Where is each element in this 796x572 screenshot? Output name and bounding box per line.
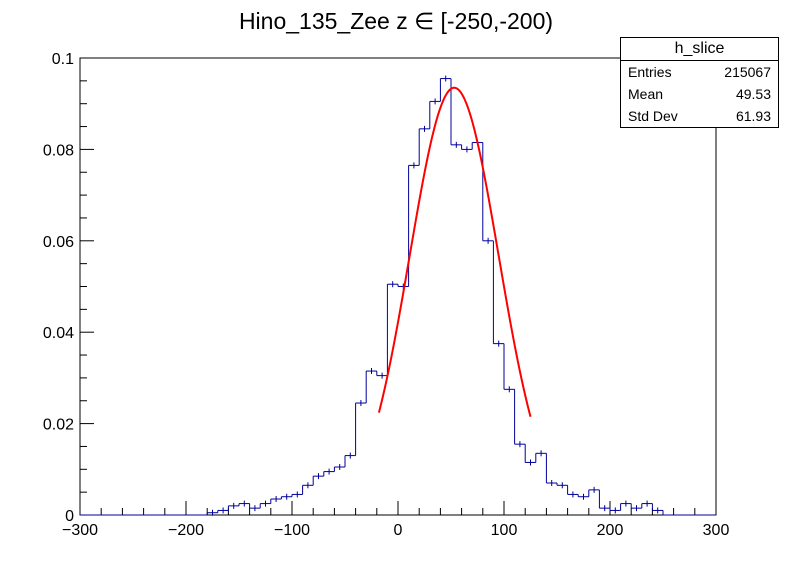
stats-row-stddev: Std Dev 61.93 — [621, 105, 778, 127]
stats-row-mean: Mean 49.53 — [621, 83, 778, 105]
x-tick-label: −300 — [62, 522, 98, 539]
chart-title: Hino_135_Zee z ∈ [-250,-200) — [239, 8, 553, 34]
y-tick-label: 0.02 — [43, 417, 74, 434]
stats-box: h_slice Entries 215067 Mean 49.53 Std De… — [620, 37, 779, 128]
x-tick-label: −200 — [168, 522, 204, 539]
stats-title: h_slice — [621, 38, 778, 61]
histogram-bars — [80, 75, 716, 516]
gaussian-fit — [377, 86, 532, 417]
y-tick-label: 0.08 — [43, 142, 74, 159]
stats-label: Std Dev — [628, 108, 678, 124]
x-tick-label: 0 — [394, 522, 403, 539]
fit-curve — [377, 86, 532, 417]
x-tick-label: 200 — [597, 522, 624, 539]
stats-label: Entries — [628, 64, 672, 80]
y-tick-label: 0.1 — [52, 51, 74, 68]
x-tick-label: −100 — [274, 522, 310, 539]
axes: −300 −200 −100 0 100 200 300 0 0.02 0.04 0.06 0.08 0… — [43, 51, 730, 539]
stats-value: 61.93 — [735, 108, 771, 124]
stats-value: 49.53 — [735, 86, 771, 102]
stats-value: 215067 — [724, 64, 771, 80]
stats-label: Mean — [628, 86, 664, 102]
x-tick-label: 300 — [703, 522, 730, 539]
x-tick-label: 100 — [491, 522, 518, 539]
y-tick-label: 0 — [65, 508, 74, 525]
stats-row-entries: Entries 215067 — [621, 61, 778, 83]
y-tick-label: 0.06 — [43, 234, 74, 251]
y-tick-label: 0.04 — [43, 325, 74, 342]
